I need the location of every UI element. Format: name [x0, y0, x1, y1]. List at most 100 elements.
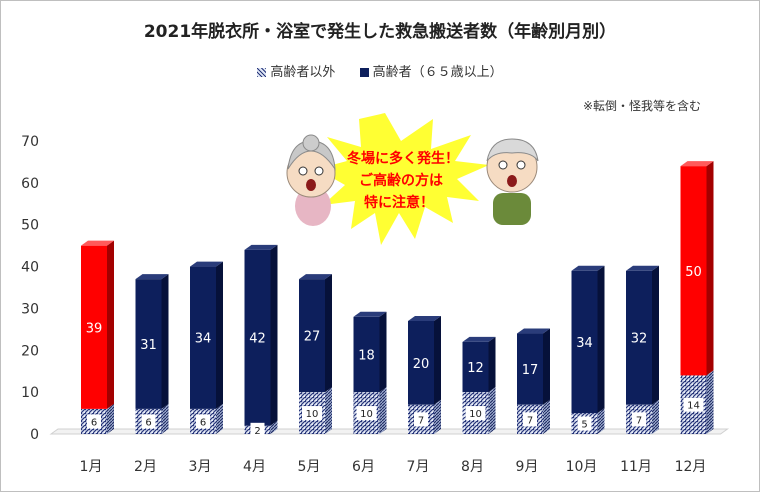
bar-elderly-side: [107, 240, 114, 409]
bar-elderly: [244, 249, 271, 426]
bar-other-side: [325, 387, 332, 434]
legend-label-elderly: 高齢者（６５歳以上）: [372, 65, 503, 80]
bar-top: [517, 328, 550, 334]
data-label-other: 6: [91, 417, 97, 428]
bar-other-side: [488, 387, 496, 434]
y-tick-label: 40: [21, 260, 39, 276]
bar-group: 42 2: [244, 244, 278, 437]
data-label-elderly: 34: [576, 336, 593, 351]
x-tick-label: 4月: [243, 459, 266, 475]
bar-elderly: [299, 279, 325, 393]
bar-top: [353, 311, 387, 317]
data-label-other-box: [523, 412, 537, 427]
bar-group: 34 5: [571, 265, 605, 434]
bar-other-side: [652, 399, 659, 434]
bar-top: [135, 274, 169, 280]
bar-elderly-side: [597, 265, 605, 414]
x-tick-label: 3月: [189, 459, 212, 475]
x-tick-label: 1月: [80, 459, 103, 475]
y-tick-label: 70: [21, 134, 39, 150]
bar-elderly: [680, 166, 707, 376]
callout-burst: [317, 113, 489, 245]
bar-group: 34 6: [190, 261, 223, 434]
data-label-elderly: 42: [249, 332, 266, 347]
bar-elderly-side: [216, 261, 223, 409]
y-tick-label: 60: [21, 176, 39, 192]
data-label-other-box: [632, 412, 646, 427]
elderly-woman-icon: [286, 134, 336, 226]
bar-elderly: [408, 320, 434, 405]
y-tick-label: 10: [21, 385, 39, 401]
bar-group: 31 6: [135, 274, 169, 434]
bar-other-side: [107, 403, 114, 434]
x-tick-label: 12月: [675, 459, 707, 475]
legend-label-other: 高齢者以外: [270, 65, 336, 80]
data-label-other: 10: [469, 409, 482, 420]
bar-elderly: [462, 341, 489, 393]
data-label-elderly: 50: [685, 265, 702, 280]
bar-elderly: [353, 316, 380, 393]
bar-group: 50 14: [680, 161, 714, 434]
bar-elderly-side: [706, 161, 714, 376]
data-label-elderly: 32: [631, 332, 648, 347]
chart-title: 2021年脱衣所・浴室で発生した救急搬送者数（年齢別月別）: [143, 22, 617, 42]
bar-other-side: [434, 399, 441, 434]
x-tick-label: 6月: [352, 459, 375, 475]
bar-top: [244, 244, 278, 250]
bar-top: [81, 240, 114, 246]
data-label-other-box: [414, 412, 428, 427]
x-tick-label: 2月: [134, 459, 157, 475]
bar-group: 12 10: [462, 336, 496, 434]
bar-elderly-side: [488, 336, 496, 393]
data-label-other: 10: [360, 409, 373, 420]
bar-group: 17 7: [517, 328, 550, 434]
bar-group: 39 6: [81, 240, 114, 434]
bar-elderly: [571, 270, 598, 414]
data-label-other: 2: [254, 426, 260, 437]
elderly-man-icon: [486, 138, 539, 225]
chart-note: ※転倒・怪我等を含む: [582, 99, 701, 113]
bar-elderly: [190, 266, 216, 409]
legend-item-other: 高齢者以外: [257, 61, 335, 80]
data-label-elderly: 34: [195, 332, 212, 347]
y-tick-label: 0: [30, 427, 39, 443]
data-label-other: 6: [145, 417, 151, 428]
data-label-other-box: [87, 414, 101, 429]
x-tick-label: 7月: [407, 459, 430, 475]
bar-top: [680, 161, 714, 167]
data-label-other-box: [141, 414, 156, 429]
data-label-other: 10: [306, 409, 319, 420]
bar-elderly-side: [270, 244, 278, 426]
bar-top: [626, 265, 659, 271]
x-tick-label: 9月: [516, 459, 539, 475]
legend: 高齢者以外 高齢者（６５歳以上）: [1, 61, 759, 80]
callout-line1: 冬場に多く発生！: [347, 150, 459, 167]
bar-other-side: [543, 399, 550, 434]
data-label-other-box: [250, 422, 265, 437]
bar-other-side: [379, 387, 387, 434]
data-label-other: 7: [418, 415, 424, 426]
data-label-elderly: 18: [358, 348, 375, 363]
callout: 冬場に多く発生！ ご高齢の方は 特に注意！: [317, 113, 489, 245]
bar-group: 20 7: [408, 315, 441, 434]
bar-top: [299, 274, 332, 280]
bar-elderly-side: [543, 328, 550, 405]
data-label-other-box: [302, 406, 322, 421]
data-label-other-box: [356, 406, 377, 421]
bar-top: [408, 315, 441, 321]
bar-group: 32 7: [626, 265, 659, 434]
data-label-other-box: [683, 397, 704, 412]
x-tick-label: 11月: [620, 459, 652, 475]
bar-other-side: [216, 403, 223, 434]
y-tick-label: 30: [21, 301, 39, 317]
data-label-elderly: 12: [467, 361, 484, 376]
data-label-other-box: [196, 414, 210, 429]
bar-elderly: [517, 333, 543, 405]
x-tick-label: 8月: [461, 459, 484, 475]
bar-elderly: [626, 270, 652, 405]
bar-elderly-side: [434, 315, 441, 405]
legend-item-elderly: 高齢者（６５歳以上）: [359, 61, 503, 80]
